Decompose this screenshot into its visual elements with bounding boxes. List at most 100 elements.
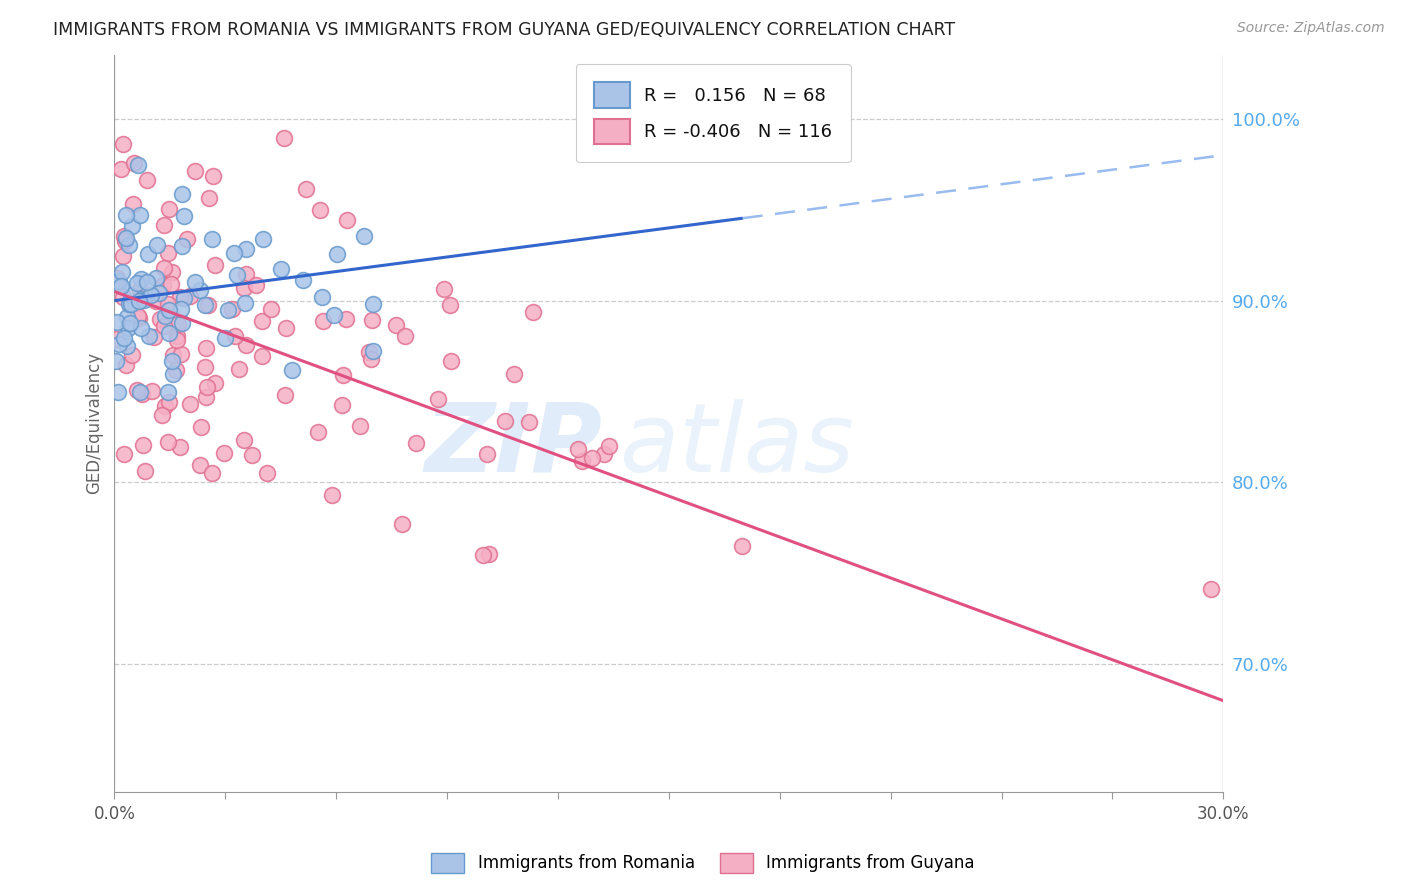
Point: [128, 311, 150, 326]
Point: [360, 351, 382, 366]
Point: [194, 360, 217, 375]
Point: [225, 268, 247, 283]
Point: [439, 298, 461, 312]
Point: [105, 332, 128, 346]
Point: [228, 362, 250, 376]
Legend: R =   0.156   N = 68, R = -0.406   N = 116: R = 0.156 N = 68, R = -0.406 N = 116: [576, 64, 851, 162]
Point: [105, 354, 128, 368]
Point: [162, 348, 184, 362]
Point: [110, 162, 132, 177]
Point: [157, 394, 180, 409]
Point: [517, 416, 540, 430]
Point: [167, 318, 190, 332]
Point: [152, 277, 174, 292]
Point: [581, 450, 603, 465]
Point: [157, 303, 180, 318]
Point: [170, 239, 193, 253]
Point: [121, 219, 143, 233]
Point: [295, 182, 318, 196]
Point: [471, 548, 494, 562]
Point: [494, 414, 516, 428]
Point: [217, 303, 239, 318]
Point: [224, 245, 246, 260]
Text: atlas: atlas: [619, 399, 853, 492]
Point: [120, 297, 142, 311]
Point: [172, 316, 194, 330]
Point: [160, 265, 183, 279]
Point: [108, 275, 131, 289]
Point: [349, 418, 371, 433]
Text: Source: ZipAtlas.com: Source: ZipAtlas.com: [1237, 21, 1385, 35]
Point: [291, 273, 314, 287]
Point: [311, 290, 333, 304]
Point: [201, 169, 224, 183]
Point: [273, 131, 295, 145]
Point: [188, 283, 211, 297]
Point: [135, 173, 157, 187]
Point: [165, 363, 187, 377]
Text: IMMIGRANTS FROM ROMANIA VS IMMIGRANTS FROM GUYANA GED/EQUIVALENCY CORRELATION CH: IMMIGRANTS FROM ROMANIA VS IMMIGRANTS FR…: [53, 21, 956, 38]
Point: [307, 425, 329, 440]
Point: [111, 290, 134, 304]
Point: [169, 290, 191, 304]
Point: [162, 368, 184, 382]
Point: [143, 329, 166, 343]
Point: [118, 296, 141, 310]
Point: [148, 286, 170, 301]
Point: [139, 288, 162, 302]
Point: [111, 265, 134, 279]
Point: [204, 376, 226, 391]
Point: [112, 229, 135, 244]
Point: [122, 156, 145, 170]
Point: [110, 279, 132, 293]
Point: [107, 384, 129, 399]
Point: [118, 238, 141, 252]
Point: [252, 232, 274, 246]
Point: [363, 343, 385, 358]
Point: [357, 344, 380, 359]
Point: [440, 353, 463, 368]
Point: [112, 331, 135, 345]
Point: [194, 298, 217, 312]
Point: [138, 328, 160, 343]
Point: [1201, 582, 1223, 596]
Point: [391, 516, 413, 531]
Point: [245, 277, 267, 292]
Point: [166, 328, 188, 343]
Point: [129, 283, 152, 297]
Point: [115, 339, 138, 353]
Point: [240, 448, 263, 462]
Point: [111, 137, 134, 152]
Point: [162, 354, 184, 368]
Point: [176, 232, 198, 246]
Point: [427, 392, 450, 406]
Point: [179, 397, 201, 411]
Point: [127, 158, 149, 172]
Point: [145, 271, 167, 285]
Point: [105, 270, 128, 285]
Point: [309, 202, 332, 217]
Point: [170, 186, 193, 201]
Point: [112, 249, 135, 263]
Point: [321, 488, 343, 502]
Point: [259, 301, 281, 316]
Point: [112, 446, 135, 460]
Point: [394, 328, 416, 343]
Point: [184, 164, 207, 178]
Point: [326, 247, 349, 261]
Point: [385, 318, 408, 332]
Point: [197, 298, 219, 312]
Point: [190, 420, 212, 434]
Point: [121, 348, 143, 362]
Point: [235, 267, 257, 281]
Point: [353, 229, 375, 244]
Point: [156, 384, 179, 399]
Point: [250, 314, 273, 328]
Point: [233, 281, 256, 295]
Point: [195, 380, 218, 394]
Point: [233, 296, 256, 310]
Point: [221, 301, 243, 316]
Point: [146, 238, 169, 252]
Point: [571, 454, 593, 468]
Point: [179, 289, 201, 303]
